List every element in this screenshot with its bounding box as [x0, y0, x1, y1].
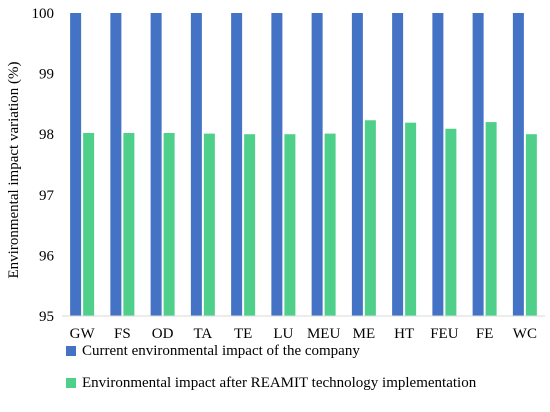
- bar-me-series-1: [351, 13, 363, 316]
- x-tick-label: ME: [353, 326, 376, 342]
- bar-feu-series-2: [445, 128, 457, 316]
- x-tick-label: TE: [234, 326, 252, 342]
- bar-meu-series-2: [324, 133, 336, 316]
- y-axis-label: Environmental impact variation (%): [6, 61, 22, 278]
- bar-ht-series-2: [405, 122, 417, 316]
- legend-swatch-2: [66, 378, 76, 388]
- bar-ht-series-1: [392, 13, 404, 316]
- bar-ta-series-2: [203, 133, 215, 316]
- bar-fs-series-1: [110, 13, 122, 316]
- bar-gw-series-2: [83, 132, 95, 316]
- y-tick-label: 100: [32, 6, 55, 22]
- x-tick-labels: GW FS OD TA TE LU MEU ME HT FEU FE WC: [70, 326, 537, 342]
- x-tick-label: FS: [114, 326, 131, 342]
- bar-od-series-1: [150, 13, 162, 316]
- bar-lu-series-1: [271, 13, 283, 316]
- bar-meu-series-1: [311, 13, 323, 316]
- bar-wc-series-1: [512, 13, 524, 316]
- bar-feu-series-1: [432, 13, 444, 316]
- bar-lu-series-2: [284, 134, 296, 316]
- y-tick-label: 98: [39, 127, 54, 143]
- bar-wc-series-2: [525, 134, 537, 316]
- x-tick-label: WC: [513, 326, 537, 342]
- y-tick-label: 99: [39, 67, 54, 83]
- bars-group: [70, 13, 537, 317]
- plot-area: 95 96 97 98 99 100 GW FS OD TA TE LU MEU ME HT FEU FE WC: [32, 6, 545, 342]
- bar-gw-series-1: [70, 13, 82, 316]
- x-tick-label: OD: [152, 326, 174, 342]
- y-tick-label: 96: [39, 248, 55, 264]
- bar-fe-series-2: [485, 122, 497, 316]
- bar-ta-series-1: [190, 13, 202, 316]
- bar-od-series-2: [163, 132, 175, 316]
- x-tick-label: LU: [273, 326, 293, 342]
- x-tick-label: MEU: [307, 326, 341, 342]
- y-tick-labels: 95 96 97 98 99 100: [32, 6, 55, 325]
- legend-swatch-1: [66, 346, 76, 356]
- legend: Current environmental impact of the comp…: [66, 343, 477, 391]
- x-tick-label: GW: [70, 326, 96, 342]
- bar-me-series-2: [364, 120, 376, 317]
- y-tick-label: 97: [39, 188, 55, 204]
- x-tick-label: TA: [193, 326, 212, 342]
- x-tick-label: HT: [394, 326, 414, 342]
- bar-fs-series-2: [123, 132, 135, 316]
- y-tick-label: 95: [39, 309, 54, 325]
- bar-te-series-1: [231, 13, 243, 316]
- bar-te-series-2: [244, 134, 256, 316]
- bar-fe-series-1: [472, 13, 484, 316]
- legend-label-2: Environmental impact after REAMIT techno…: [82, 375, 477, 391]
- x-tick-label: FEU: [430, 326, 459, 342]
- legend-label-1: Current environmental impact of the comp…: [82, 343, 360, 359]
- x-tick-label: FE: [476, 326, 494, 342]
